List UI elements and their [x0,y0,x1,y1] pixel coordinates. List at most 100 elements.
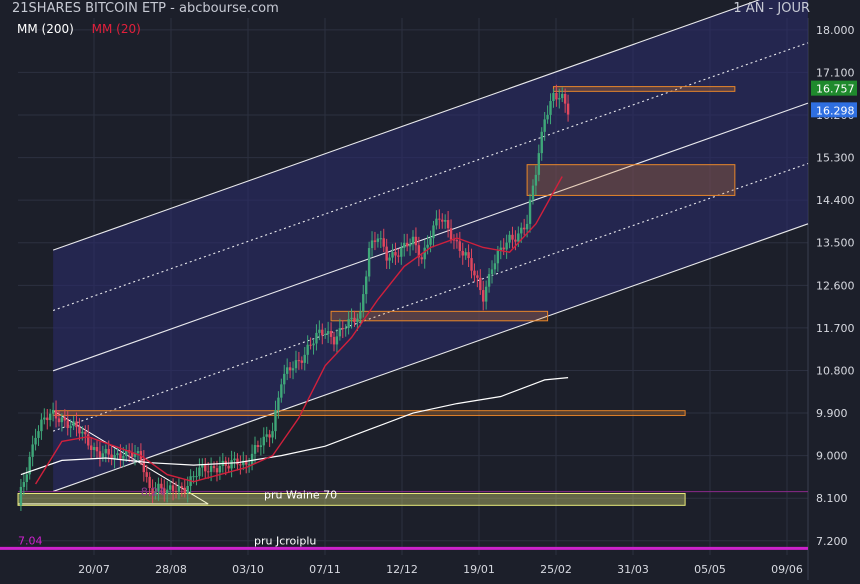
candle-body [537,153,541,175]
candle-body [449,228,453,240]
price-zone-orange [52,410,686,416]
candle-body [25,474,28,483]
candle-body [297,360,301,362]
candle-body [81,431,84,434]
candle-body [441,219,444,222]
y-tick-label: 17.100 [816,66,855,79]
candle-body [63,417,67,421]
candle-body [546,114,549,120]
channel-line [52,162,809,432]
candle-body [426,244,429,248]
candle-body [95,446,99,452]
x-tick-label: 09/06 [771,563,803,576]
x-tick-label: 03/10 [232,563,264,576]
y-tick-label: 9.000 [816,450,848,463]
candle-body [520,227,523,234]
annotation-level-704: 7.04 [18,534,43,547]
annotation-pru-jcroiplu: pru Jcroiplu [254,534,316,547]
candle-body [177,486,181,492]
candle-body [473,270,476,276]
candle-body [391,252,394,258]
candle-body [370,240,374,249]
candle-body [34,437,37,445]
y-tick-label: 14.400 [816,194,855,207]
candle-body [511,234,514,240]
candle-body [318,329,321,333]
candle-body [19,486,23,506]
candle-body [555,92,558,100]
candle-body [405,242,409,247]
candle-body [394,252,397,256]
candle-body [201,464,204,468]
candle-body [233,458,236,461]
price-zone-yellow [17,492,686,506]
last-price-tag-bg [811,102,857,118]
candle-body [324,333,327,336]
y-tick-label: 18.000 [816,24,855,37]
candle-body [534,174,538,186]
candle-body [40,419,43,432]
candle-body [321,329,324,336]
candle-body [288,367,292,371]
legend: MM (200) MM (20) [17,22,155,36]
channel-line [52,42,809,312]
candle-body [253,445,257,454]
candle-body [247,464,251,466]
candle-body [540,131,543,154]
candle-body [484,286,488,302]
candle-body [60,417,64,423]
candle-body [198,467,201,477]
candle-body [239,464,242,466]
candle-body [262,436,265,446]
annotation-pru-waine: pru Waine 70 [264,489,337,502]
candle-body [69,426,72,429]
candle-body [125,450,128,456]
candle-body [37,431,40,438]
candle-body [78,427,81,434]
candle-body [344,327,347,330]
candle-body [315,332,318,344]
candle-body [28,456,31,475]
candle-body [113,455,116,459]
candle-body [54,409,58,419]
candle-body [212,466,216,469]
x-tick-label: 31/03 [617,563,649,576]
candle-body [206,471,210,473]
x-tick-label: 12/12 [386,563,418,576]
x-tick-label: 19/01 [463,563,495,576]
candle-body [443,220,447,222]
candle-body [87,434,90,446]
candle-body [388,257,391,261]
period-label[interactable]: 1 AN - JOUR [733,1,810,16]
price-zone-orange [552,86,736,92]
candle-body [285,367,289,374]
candle-body [180,486,184,488]
candle-body [385,246,388,261]
candle-body [227,465,230,469]
x-tick-label: 05/05 [694,563,726,576]
candle-body [446,220,450,229]
candle-body [312,343,315,346]
candle-body [136,451,140,454]
close-price-tag: 16.757 [816,83,855,96]
candle-body [350,317,353,320]
candle-body [46,417,49,421]
candle-body [505,242,508,250]
candle-body [438,218,441,220]
candle-body [183,487,186,494]
last-price-tag: 16.298 [816,104,855,117]
candle-body [517,233,520,242]
candle-body [326,331,330,334]
candle-body [51,409,55,414]
candle-body [332,336,336,345]
y-tick-label: 12.600 [816,279,855,292]
y-tick-label: 8.100 [816,492,848,505]
candle-body [566,103,570,115]
candle-body [57,418,61,423]
candle-body [411,236,415,245]
candle-body [268,434,271,438]
candle-body [379,238,383,240]
candle-body [356,318,359,323]
candle-body [192,476,195,478]
